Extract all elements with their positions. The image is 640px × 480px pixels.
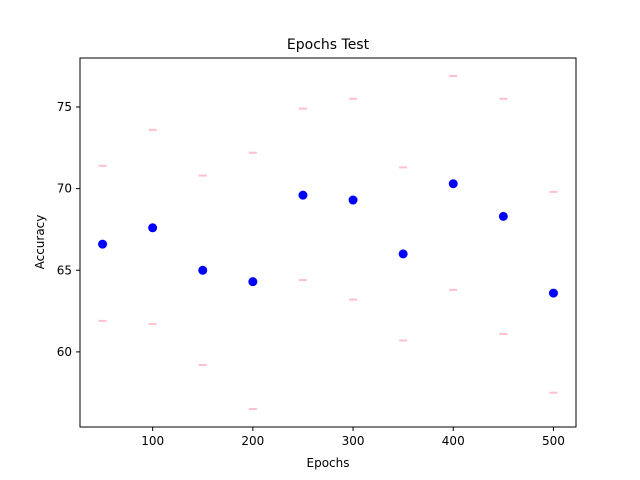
- y-tick-label: 65: [57, 263, 72, 277]
- plot-area: [98, 74, 558, 411]
- data-point: [498, 211, 508, 221]
- chart-title: Epochs Test: [287, 37, 370, 53]
- y-tick-label: 60: [57, 345, 72, 359]
- x-tick-label: 500: [542, 434, 565, 448]
- data-point: [98, 239, 108, 249]
- y-tick-label: 75: [57, 100, 72, 114]
- x-tick-label: 300: [342, 434, 365, 448]
- y-axis-label: Accuracy: [33, 215, 47, 270]
- y-tick-label: 70: [57, 182, 72, 196]
- data-point: [548, 288, 558, 298]
- data-point: [298, 190, 308, 200]
- plot-frame: [79, 57, 577, 428]
- y-axis: 60 65 70 75: [57, 100, 80, 359]
- x-tick-label: 200: [241, 434, 264, 448]
- x-axis-label: Epochs: [307, 456, 350, 470]
- x-axis: 100 200 300 400 500: [141, 427, 565, 448]
- data-point: [348, 195, 358, 205]
- data-point: [448, 179, 458, 189]
- x-tick-label: 400: [442, 434, 465, 448]
- x-tick-label: 100: [141, 434, 164, 448]
- data-point: [248, 277, 258, 287]
- data-point: [148, 223, 158, 233]
- data-point: [398, 249, 408, 259]
- data-point: [198, 265, 208, 275]
